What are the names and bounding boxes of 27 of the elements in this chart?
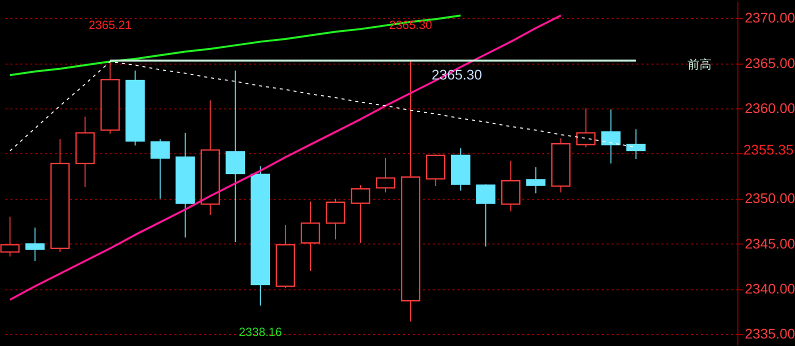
annotation: 2365.30 [389, 18, 432, 32]
y-tick-label: 2340.00 [744, 280, 795, 296]
y-tick-label: 2365.00 [744, 54, 795, 71]
y-tick-label: 2345.00 [744, 235, 795, 252]
candlestick [426, 154, 446, 187]
candlestick [501, 160, 520, 212]
candlestick [476, 184, 496, 248]
line-series [8, 14, 562, 301]
candlestick [526, 166, 546, 194]
y-tick-label: 2370.00 [744, 10, 795, 26]
candlestick [350, 184, 370, 244]
candlestick [25, 227, 45, 262]
annotation: 2338.16 [238, 324, 282, 339]
candlestick [326, 198, 346, 240]
candlestick [626, 128, 646, 160]
text: 2355.35 [743, 141, 794, 158]
candlestick [226, 70, 245, 243]
candlestick [150, 138, 170, 200]
y-tick-label: 2350.00 [744, 190, 795, 206]
text: 前高 [688, 58, 712, 72]
y-tick-label: 2335.00 [744, 326, 795, 342]
annotation: 2365.21 [88, 18, 132, 32]
candlestick [601, 108, 621, 164]
candlestick [376, 158, 396, 193]
y-tick-label: 2360.00 [744, 100, 795, 116]
candlestick [576, 108, 596, 148]
candlestick [300, 200, 320, 272]
